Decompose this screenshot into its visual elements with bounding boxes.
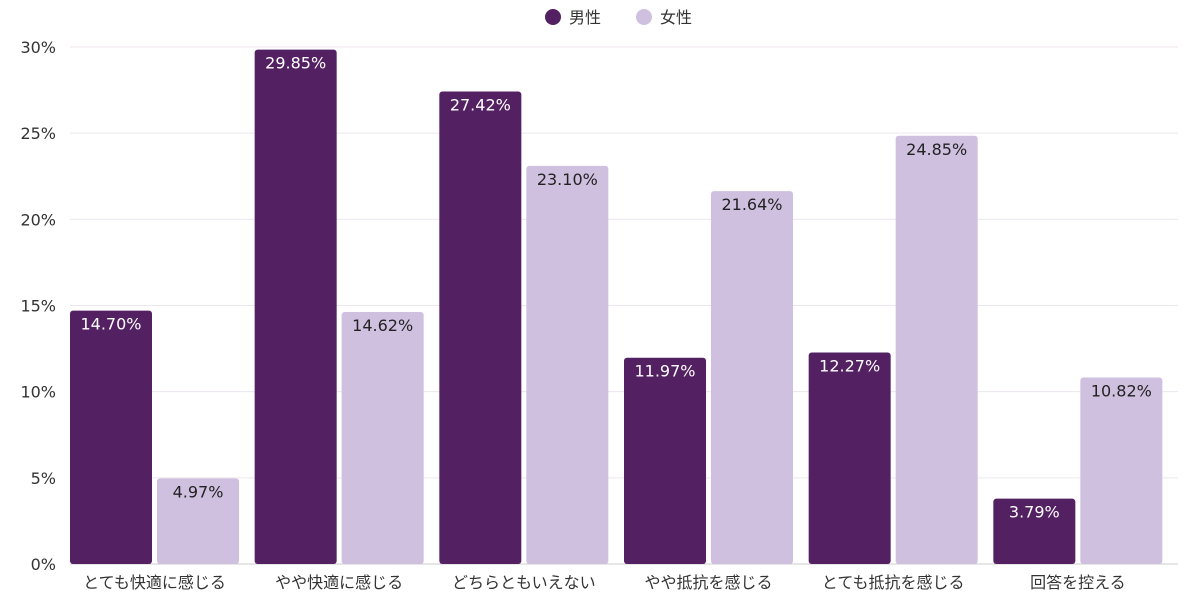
data-label: 14.70% <box>80 315 141 334</box>
y-tick-label: 25% <box>20 124 56 143</box>
data-label: 24.85% <box>906 140 967 159</box>
bar <box>993 498 1076 564</box>
data-label: 29.85% <box>265 54 326 73</box>
x-axis: とても快適に感じる やや快適に感じる どちらともいえない やや抵抗を感じる とても抵抗を… <box>83 573 1125 592</box>
x-tick-label: どちらともいえない <box>452 573 596 592</box>
x-tick-label: とても抵抗を感じる <box>822 573 965 592</box>
data-label: 4.97% <box>173 482 224 501</box>
bar <box>70 310 152 564</box>
bar <box>157 478 239 564</box>
y-tick-label: 0% <box>31 555 56 574</box>
bar <box>526 165 609 564</box>
bar <box>1080 377 1163 564</box>
data-label: 27.42% <box>450 95 511 114</box>
x-tick-label: やや快適に感じる <box>275 573 403 592</box>
bar <box>808 352 891 564</box>
bar <box>711 191 793 564</box>
bar <box>439 91 522 564</box>
y-tick-label: 30% <box>20 38 56 57</box>
bars <box>70 49 1163 565</box>
y-axis: 0% 5% 10% 15% 20% 25% 30% <box>20 38 56 574</box>
legend-marker-male <box>545 9 561 25</box>
legend-label-male: 男性 <box>569 8 601 27</box>
data-label: 12.27% <box>819 357 880 376</box>
data-label: 11.97% <box>634 362 695 381</box>
x-tick-label: 回答を控える <box>1030 573 1126 592</box>
data-label: 14.62% <box>352 316 413 335</box>
legend: 男性 女性 <box>545 8 692 27</box>
x-tick-label: やや抵抗を感じる <box>644 573 772 592</box>
y-tick-label: 5% <box>31 469 56 488</box>
legend-marker-female <box>636 9 652 25</box>
data-label: 21.64% <box>721 195 782 214</box>
y-tick-label: 10% <box>20 383 56 402</box>
y-tick-label: 15% <box>20 297 56 316</box>
data-label: 3.79% <box>1009 503 1060 522</box>
data-label: 10.82% <box>1091 382 1152 401</box>
bar <box>254 49 337 564</box>
data-labels: 14.70% 4.97% 29.85% 14.62% 27.42% 23.10% 11.97… <box>80 54 1151 522</box>
bar <box>341 312 424 564</box>
legend-label-female: 女性 <box>660 8 692 27</box>
bar <box>895 135 978 565</box>
x-tick-label: とても快適に感じる <box>83 573 226 592</box>
bar <box>624 357 706 564</box>
y-tick-label: 20% <box>20 210 56 229</box>
data-label: 23.10% <box>537 170 598 189</box>
